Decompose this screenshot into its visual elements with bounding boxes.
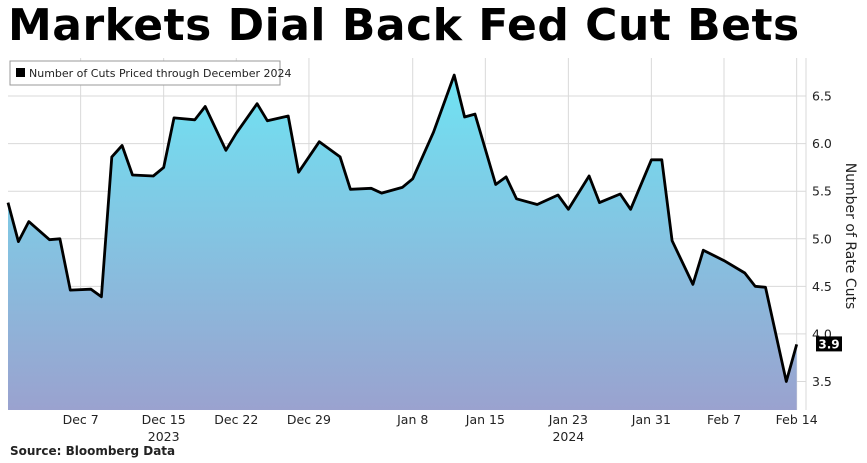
y-tick-label: 6.0 (812, 136, 832, 151)
last-value-label: 3.9 (818, 337, 839, 351)
source-note: Source: Bloomberg Data (10, 444, 176, 458)
legend-label: Number of Cuts Priced through December 2… (29, 67, 292, 80)
x-tick-label: Jan 15 (465, 412, 505, 427)
y-axis-ticks: 3.54.04.55.05.56.06.5 (812, 89, 832, 389)
x-year-label: 2023 (148, 429, 180, 444)
x-tick-label: Feb 14 (776, 412, 818, 427)
x-tick-label: Feb 7 (707, 412, 741, 427)
x-tick-label: Dec 7 (63, 412, 99, 427)
legend-box (9, 60, 281, 86)
legend-swatch (16, 68, 25, 77)
y-tick-label: 6.5 (812, 89, 832, 104)
y-tick-label: 4.5 (812, 279, 832, 294)
x-tick-label: Dec 22 (214, 412, 258, 427)
x-tick-label: Dec 15 (142, 412, 186, 427)
chart-title: Markets Dial Back Fed Cut Bets (8, 0, 800, 51)
x-axis-ticks: Dec 7 Dec 15 2023 Dec 22 Dec 29 Jan 8 Jan 15 Ja… (63, 412, 818, 444)
y-tick-label: 5.5 (812, 184, 832, 199)
last-value-box (816, 336, 842, 352)
legend: Number of Cuts Priced through December 2… (9, 60, 292, 86)
x-tick-label: Jan 23 (548, 412, 588, 427)
y-tick-label: 3.5 (812, 374, 832, 389)
last-value-tag: 3.9 (816, 336, 842, 352)
x-tick-label: Jan 31 (631, 412, 671, 427)
y-axis-label: Number of Rate Cuts (842, 163, 858, 310)
x-year-label: 2024 (552, 429, 584, 444)
area-fill (8, 75, 797, 410)
x-tick-label: Jan 8 (396, 412, 428, 427)
y-tick-label: 5.0 (812, 231, 832, 246)
x-tick-label: Dec 29 (287, 412, 331, 427)
series-line (6, 73, 799, 383)
